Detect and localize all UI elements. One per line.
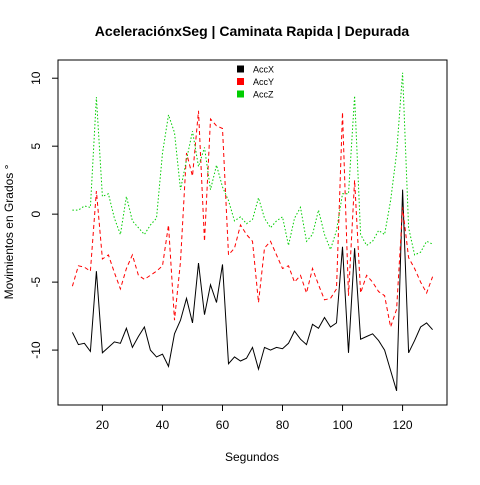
legend-label: AccZ: [253, 90, 274, 100]
x-tick-label: 100: [333, 418, 353, 432]
x-tick-label: 80: [276, 418, 290, 432]
y-tick-label: 0: [29, 210, 43, 217]
chart-title: AceleraciónxSeg | Caminata Rapida | Depu…: [95, 23, 410, 39]
y-tick-label: -10: [29, 341, 43, 359]
legend-swatch: [237, 65, 244, 73]
x-axis-label: Segundos: [225, 450, 279, 464]
y-tick-label: 5: [29, 143, 43, 150]
legend-swatch: [237, 90, 244, 98]
y-tick-label: 10: [29, 71, 43, 85]
x-tick-label: 120: [393, 418, 413, 432]
x-tick-label: 20: [96, 418, 110, 432]
legend-label: AccY: [253, 77, 274, 87]
x-tick-label: 60: [216, 418, 230, 432]
legend-label: AccX: [253, 65, 274, 75]
legend-swatch: [237, 78, 244, 85]
series-line: [72, 72, 433, 256]
series-line: [71, 189, 433, 392]
y-tick-label: -5: [29, 276, 43, 287]
y-axis-label: Movimientos en Grados °: [2, 164, 16, 299]
x-tick-label: 40: [156, 418, 170, 432]
series-line: [71, 110, 434, 329]
plot-frame: [57, 59, 448, 406]
